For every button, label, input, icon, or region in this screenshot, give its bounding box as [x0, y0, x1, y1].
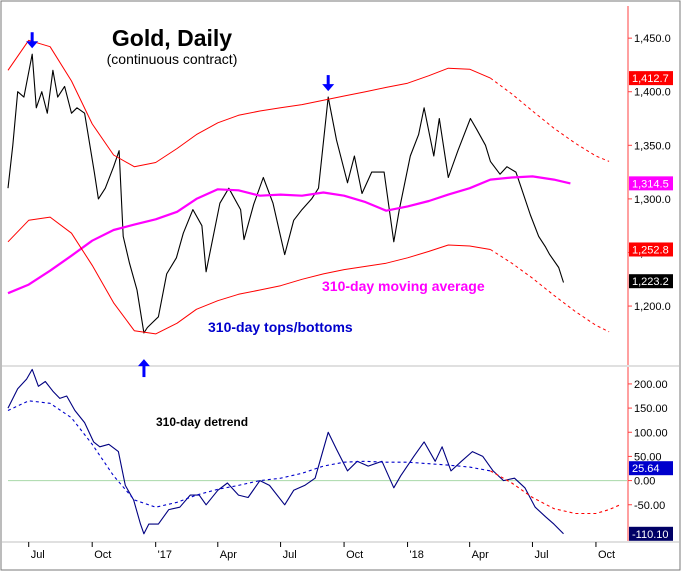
up-arrow-icon	[137, 359, 150, 367]
time-tick-label: Jul	[283, 549, 297, 561]
time-tick-label: Apr	[472, 549, 489, 561]
time-x-axis: Jul Oct '17 Apr Jul Oct '18 Apr Jul Oct	[28, 542, 615, 561]
detrend-value-box	[629, 461, 673, 476]
series-cycle-projection	[490, 470, 621, 515]
time-tick-label: Jul	[31, 549, 45, 561]
series-310-day-moving-average	[7, 175, 571, 295]
detrend-series-group	[7, 368, 627, 535]
moving-average-annotation: 310-day moving average	[322, 278, 485, 294]
chart-subtitle: (continuous contract)	[107, 51, 238, 67]
detrend-y-axis: -50.00 0.00 50.00 100.00 150.00 200.00	[628, 379, 668, 512]
down-arrow-icon	[26, 41, 39, 49]
detrend-value-labels: 25.64 -110.10	[629, 461, 673, 541]
time-tick-label: '17	[158, 549, 172, 561]
time-tick-label: Oct	[346, 549, 363, 561]
series-lower-band-projection	[490, 249, 610, 333]
series-lower-band	[7, 216, 491, 335]
series-upper-band	[7, 39, 491, 168]
price-value-box	[629, 176, 673, 191]
time-tick-label: '18	[410, 549, 424, 561]
chart-title: Gold, Daily	[112, 25, 232, 51]
series-price	[7, 53, 565, 334]
price-value-box	[629, 274, 673, 289]
tops-bottoms-annotation: 310-day tops/bottoms	[208, 319, 353, 335]
series-upper-band-projection	[490, 77, 610, 162]
detrend-tick-label: -50.00	[634, 500, 665, 512]
time-tick-label: Oct	[94, 549, 111, 561]
detrend-tick-label: 200.00	[634, 379, 668, 391]
price-tick-label: 1,350.0	[634, 140, 671, 152]
price-tick-label: 1,450.0	[634, 33, 671, 45]
detrend-tick-label: 150.00	[634, 403, 668, 415]
time-tick-label: Apr	[220, 549, 237, 561]
series-detrend	[7, 368, 564, 535]
detrend-tick-label: 50.00	[634, 451, 662, 463]
price-tick-label: 1,400.0	[634, 87, 671, 99]
price-value-label: 1,314.5	[632, 178, 669, 190]
time-tick-label: Jul	[534, 549, 548, 561]
detrend-tick-label: 100.00	[634, 427, 668, 439]
series-cycle-model	[7, 400, 491, 508]
price-value-label: 1,412.7	[632, 73, 669, 85]
price-value-label: 1,223.2	[632, 276, 669, 288]
price-value-labels: 1,412.7 1,314.5 1,252.8 1,223.2	[629, 71, 673, 289]
detrend-annotation: 310-day detrend	[156, 415, 248, 429]
time-tick-label: Oct	[598, 549, 615, 561]
price-value-label: 1,252.8	[632, 244, 669, 256]
price-tick-label: 1,300.0	[634, 194, 671, 206]
detrend-value-label: -110.10	[632, 529, 669, 541]
down-arrow-icon	[322, 84, 335, 92]
price-tick-label: 1,200.0	[634, 301, 671, 313]
detrend-tick-label: 0.00	[634, 476, 655, 488]
detrend-value-box	[629, 526, 673, 541]
price-value-box	[629, 242, 673, 257]
price-series-group	[7, 39, 610, 335]
price-value-box	[629, 71, 673, 86]
detrend-value-label: 25.64	[632, 463, 660, 475]
top-bottom-arrows	[26, 32, 335, 378]
